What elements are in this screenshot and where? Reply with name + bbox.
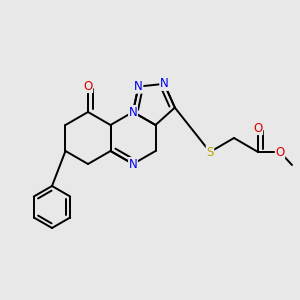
Text: N: N	[129, 106, 137, 118]
Text: O: O	[254, 122, 262, 134]
Text: S: S	[206, 146, 214, 158]
Text: N: N	[134, 80, 143, 93]
Text: O: O	[83, 80, 93, 92]
Text: N: N	[129, 158, 137, 170]
Text: O: O	[275, 146, 285, 158]
Text: N: N	[160, 77, 169, 90]
